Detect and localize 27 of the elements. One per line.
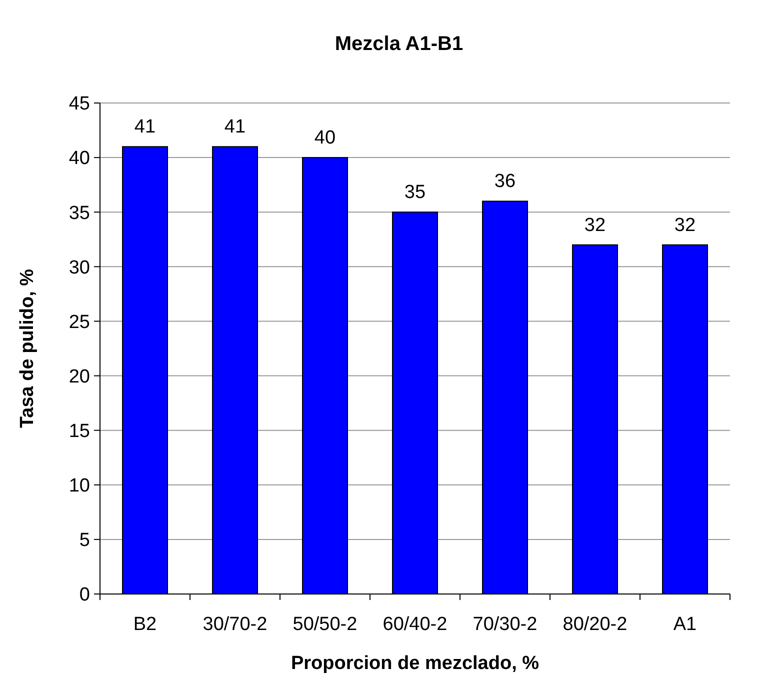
data-label: 32 [584, 214, 606, 236]
x-tick-label: 50/50-2 [292, 614, 358, 635]
x-tick-label: 60/40-2 [382, 614, 448, 635]
y-tick-label: 10 [68, 476, 90, 497]
y-tick-label: 0 [79, 584, 90, 606]
y-tick-label: 5 [79, 530, 90, 552]
x-tick-label: 80/20-2 [562, 614, 628, 635]
data-label: 40 [314, 128, 336, 149]
y-tick-label: 15 [68, 420, 90, 442]
y-tick-label: 40 [68, 148, 90, 170]
y-tick-label: 30 [68, 257, 90, 278]
x-tick-label: 30/70-2 [202, 614, 268, 635]
x-axis-title: Proporcion de mezclado, % [290, 653, 540, 674]
x-tick-label: B2 [133, 614, 157, 635]
x-tick-label: 70/30-2 [472, 614, 538, 635]
x-tick-label: A1 [673, 614, 697, 635]
data-label: 32 [674, 214, 696, 236]
data-label: 35 [404, 182, 426, 204]
y-tick-label: 35 [68, 202, 90, 224]
y-tick-label: 45 [68, 94, 90, 115]
y-tick-label: 20 [68, 366, 90, 388]
data-label: 41 [224, 116, 246, 138]
data-label: 36 [494, 171, 516, 192]
y-axis-title: Tasa de pulido, % [17, 268, 38, 428]
chart-title: Mezcla A1-B1 [334, 33, 464, 55]
data-label: 41 [134, 116, 156, 138]
y-tick-label: 25 [68, 312, 90, 333]
